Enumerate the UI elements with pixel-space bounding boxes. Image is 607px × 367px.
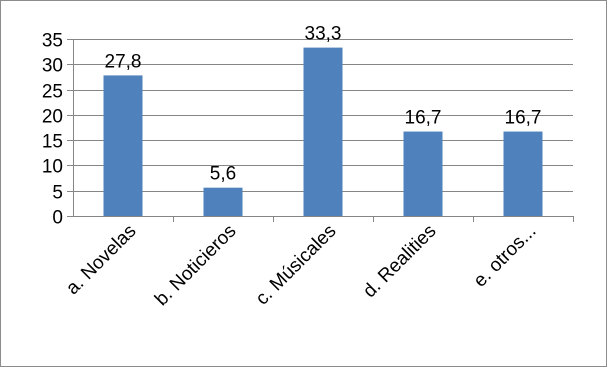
- bar-3: [303, 47, 343, 217]
- y-tick-label: 25: [42, 82, 63, 103]
- y-tick-label: 20: [42, 107, 63, 128]
- category-label-4: d. Realities: [359, 221, 440, 302]
- bar-2: [203, 187, 243, 216]
- y-tick-label: 10: [42, 157, 63, 178]
- category-label-3: c. Músicales: [252, 221, 341, 310]
- data-label-1: 27,8: [105, 51, 142, 72]
- y-tick-label: 0: [52, 208, 63, 229]
- category-label-1: a. Novelas: [62, 221, 140, 299]
- bar-1: [103, 75, 143, 216]
- y-tick-label: 30: [42, 56, 63, 77]
- bar-4: [403, 131, 443, 216]
- category-label-2: b. Noticieros: [151, 221, 241, 311]
- category-label-5: e. otros...: [470, 221, 541, 292]
- data-label-2: 5,6: [210, 164, 236, 185]
- y-tick-label: 15: [42, 132, 63, 153]
- y-tick-label: 35: [42, 31, 63, 52]
- data-label-5: 16,7: [505, 108, 542, 129]
- y-tick-label: 5: [52, 183, 63, 204]
- bar-5: [503, 131, 543, 216]
- data-label-3: 33,3: [305, 24, 342, 45]
- data-label-4: 16,7: [405, 108, 442, 129]
